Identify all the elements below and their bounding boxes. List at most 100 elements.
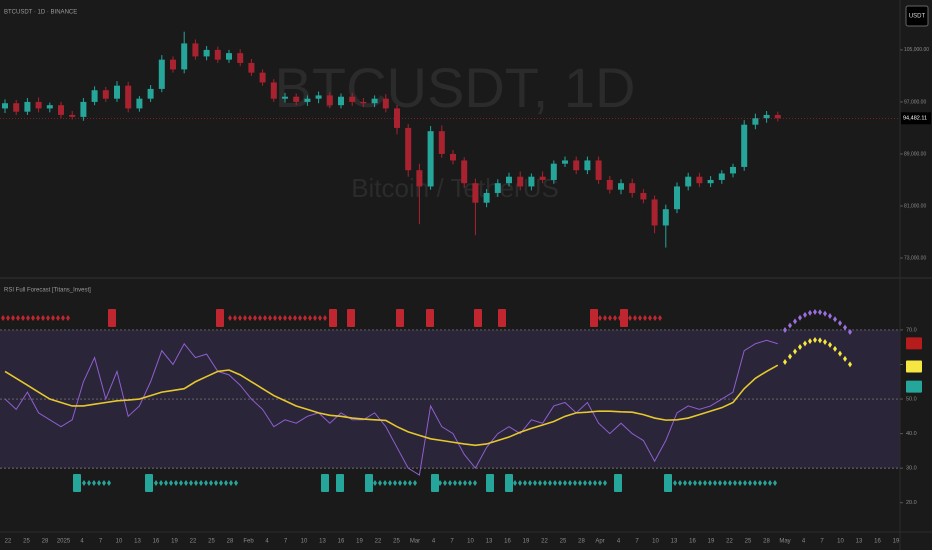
x-tick-label: 7 (820, 539, 824, 545)
x-tick-label: Feb (243, 539, 254, 545)
forecast-ma (848, 361, 852, 368)
forecast-rsi (813, 309, 817, 316)
forecast-ma (833, 345, 837, 352)
candle-body (662, 209, 669, 226)
rsi-line (4, 339, 778, 476)
candle-body (741, 124, 748, 167)
forecast-rsi (838, 320, 842, 327)
buy-signal (398, 480, 402, 486)
candle-body (102, 90, 109, 99)
buy-signal (107, 480, 111, 486)
buy-signal (209, 480, 213, 486)
x-tick-label: 28 (763, 539, 770, 545)
candle-body (730, 166, 736, 174)
candle-body (450, 153, 456, 161)
x-tick-label: 13 (671, 539, 678, 545)
sell-signal (253, 315, 257, 321)
currency-box[interactable] (905, 5, 929, 27)
buy-signal (453, 480, 457, 486)
buy-signal (513, 480, 517, 486)
candle-body (270, 82, 277, 99)
sell-signal (653, 315, 657, 321)
candle-body (640, 192, 647, 200)
candle-body (214, 49, 221, 60)
sell-signal (238, 315, 242, 321)
buy-signal (673, 480, 677, 486)
y-tick-label: 97,000.00 (904, 99, 926, 105)
candle-body (203, 49, 210, 57)
buy-signal (443, 480, 447, 486)
buy-signal (413, 480, 417, 486)
sell-signal (313, 315, 317, 321)
x-tick-label: 16 (874, 539, 881, 545)
y-tick-label: 89,000.00 (904, 151, 926, 157)
x-tick-label: 10 (116, 539, 123, 545)
buy-signal (598, 480, 602, 486)
candle-body (562, 160, 568, 164)
x-tick-label: 7 (99, 539, 103, 545)
buy-signal (518, 480, 522, 486)
signal-tag (664, 474, 672, 492)
sell-signal (273, 315, 277, 321)
buy-signal (593, 480, 597, 486)
x-tick-label: 10 (837, 539, 844, 545)
forecast-ma (793, 348, 797, 355)
candle-body (315, 95, 322, 99)
candle-body (114, 85, 120, 99)
candle-body (192, 43, 199, 57)
candle-body (259, 72, 266, 83)
buy-signal (87, 480, 91, 486)
forecast-rsi (793, 318, 797, 325)
x-tick-label: 25 (393, 539, 400, 545)
buy-signal (713, 480, 717, 486)
forecast-rsi (783, 327, 787, 333)
x-tick-label: 16 (153, 539, 160, 545)
x-tick-label: 13 (486, 539, 493, 545)
x-tick-label: 16 (689, 539, 696, 545)
buy-signal (473, 480, 477, 486)
candle-body (24, 101, 31, 112)
buy-signal (698, 480, 702, 486)
sell-signal (51, 315, 55, 321)
candle-body (718, 173, 725, 180)
candle-body (494, 183, 501, 193)
sell-signal (658, 315, 662, 321)
sell-signal (26, 315, 30, 321)
buy-signal (553, 480, 557, 486)
buy-signal (748, 480, 752, 486)
watermark-title: BTCUSDT, 1D (275, 56, 636, 119)
candle-body (58, 105, 64, 115)
buy-signal (458, 480, 462, 486)
candle-body (517, 176, 524, 187)
candle-body (46, 105, 53, 109)
buy-signal (758, 480, 762, 486)
buy-signal (523, 480, 527, 486)
x-tick-label: 4 (802, 539, 806, 545)
sell-signal (643, 315, 647, 321)
y-tick-label: 105,000.00 (904, 47, 929, 53)
buy-signal (219, 480, 223, 486)
x-tick-label: 19 (171, 539, 178, 545)
candle-body (685, 176, 692, 187)
candle-body (2, 103, 8, 109)
x-tick-label: 10 (652, 539, 659, 545)
buy-signal (583, 480, 587, 486)
x-tick-label: 4 (265, 539, 269, 545)
candle-body (438, 131, 445, 154)
sell-signal (36, 315, 40, 321)
buy-signal (224, 480, 228, 486)
value-tag (906, 380, 922, 393)
x-tick-label: 4 (617, 539, 621, 545)
x-tick-label: 7 (635, 539, 639, 545)
sell-signal (308, 315, 312, 321)
x-tick-label: 13 (134, 539, 141, 545)
forecast-rsi (818, 309, 822, 316)
buy-signal (768, 480, 772, 486)
signal-tag (620, 309, 628, 327)
forecast-rsi (803, 311, 807, 318)
sell-signal (243, 315, 247, 321)
sell-signal (1, 315, 5, 321)
candle-body (707, 179, 714, 184)
candle-body (573, 160, 580, 171)
sell-signal (16, 315, 20, 321)
